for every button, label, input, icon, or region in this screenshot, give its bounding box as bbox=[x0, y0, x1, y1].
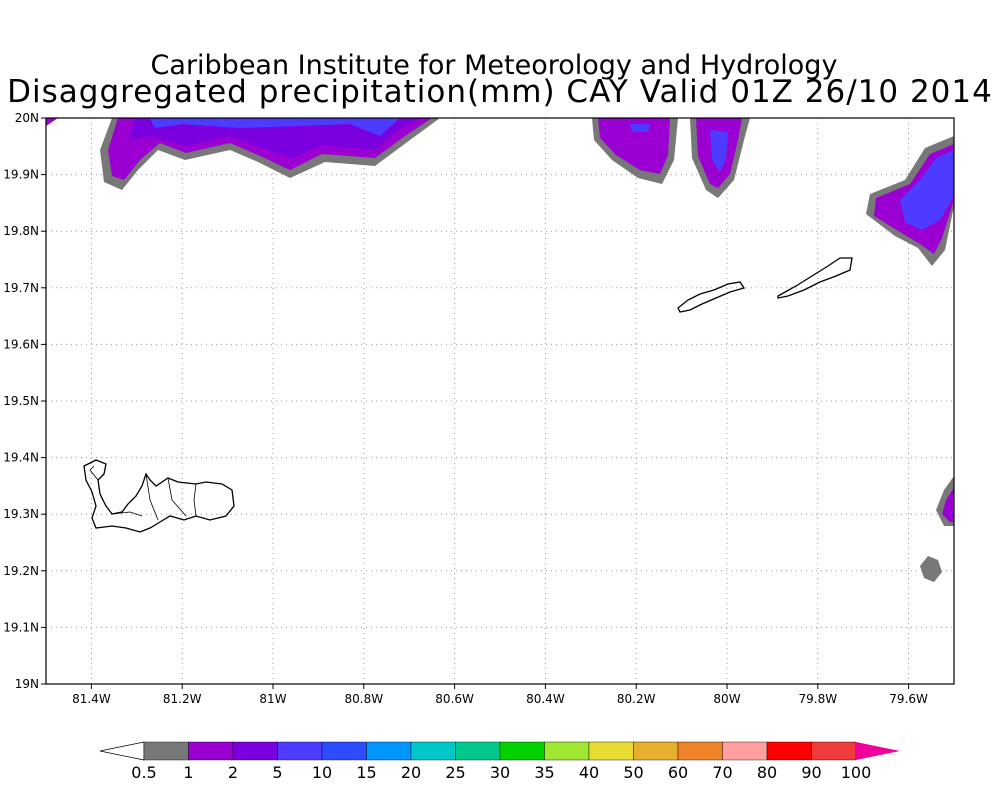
colorbar-label: 2 bbox=[228, 763, 238, 782]
lat-tick-label: 19.5N bbox=[3, 394, 39, 408]
island-cayman-brac bbox=[777, 257, 853, 299]
colorbar-swatch bbox=[143, 741, 189, 761]
lon-tick-label: 80.2W bbox=[617, 692, 656, 706]
colorbar-label: 5 bbox=[272, 763, 282, 782]
colorbar-swatch bbox=[232, 741, 278, 761]
lon-tick-label: 80.4W bbox=[526, 692, 565, 706]
colorbar-swatch bbox=[544, 741, 590, 761]
precip-5mm bbox=[630, 124, 650, 132]
colorbar-swatch bbox=[410, 741, 456, 761]
lon-tick-label: 80W bbox=[713, 692, 740, 706]
precip-5mm bbox=[900, 150, 954, 230]
axis-ticks: 81.4W 81.2W 81W 80.8W 80.6W 80.4W 80.2W 80W 79.8… bbox=[3, 111, 928, 706]
lon-tick-label: 81.4W bbox=[72, 692, 111, 706]
lon-tick-label: 79.8W bbox=[799, 692, 838, 706]
grand-cayman-districts bbox=[89, 465, 197, 521]
lat-tick-label: 19.3N bbox=[3, 507, 39, 521]
colorbar-swatch bbox=[499, 741, 545, 761]
lon-tick-label: 80.8W bbox=[345, 692, 384, 706]
colorbar-label: 70 bbox=[712, 763, 732, 782]
title-product: Disaggregated precipitation(mm) CAY Vali… bbox=[7, 74, 993, 110]
colorbar-swatch bbox=[722, 741, 768, 761]
colorbar-label: 50 bbox=[623, 763, 643, 782]
island-grand-cayman bbox=[83, 459, 235, 533]
colorbar-label: 20 bbox=[401, 763, 421, 782]
colorbar-swatch bbox=[677, 741, 723, 761]
lon-tick-label: 81.2W bbox=[163, 692, 202, 706]
precip-1mm bbox=[598, 118, 670, 174]
graticule bbox=[46, 117, 954, 685]
colorbar-swatch bbox=[277, 741, 323, 761]
colorbar-label: 0.5 bbox=[131, 763, 156, 782]
lon-tick-label: 80.6W bbox=[435, 692, 474, 706]
lat-tick-label: 19.7N bbox=[3, 281, 39, 295]
colorbar-label: 30 bbox=[490, 763, 510, 782]
colorbar-swatch bbox=[633, 741, 679, 761]
lat-tick-label: 19N bbox=[15, 677, 39, 691]
title-institute: Caribbean Institute for Meteorology and … bbox=[150, 50, 838, 81]
colorbar-label: 1 bbox=[183, 763, 193, 782]
precip-gray-spot bbox=[920, 556, 942, 582]
precip-1mm bbox=[942, 488, 954, 522]
precipitation-fields bbox=[46, 118, 954, 582]
colorbar-high-triangle bbox=[856, 742, 900, 760]
colorbar-label: 10 bbox=[312, 763, 332, 782]
colorbar: 0.5 1 2 5 10 15 20 25 30 35 40 50 60 70 80 90 100 bbox=[99, 741, 900, 782]
colorbar-swatch bbox=[588, 741, 634, 761]
colorbar-low-triangle bbox=[99, 741, 145, 761]
lat-tick-label: 19.1N bbox=[3, 620, 39, 634]
colorbar-label: 100 bbox=[841, 763, 872, 782]
lon-tick-label: 81W bbox=[259, 692, 286, 706]
colorbar-swatch bbox=[811, 741, 857, 761]
colorbar-label: 25 bbox=[445, 763, 465, 782]
lon-tick-label: 79.6W bbox=[889, 692, 928, 706]
island-little-cayman bbox=[677, 281, 746, 313]
colorbar-swatch bbox=[321, 741, 367, 761]
precip-2mm bbox=[130, 118, 420, 158]
lat-tick-label: 19.8N bbox=[3, 224, 39, 238]
colorbar-swatch bbox=[455, 741, 501, 761]
colorbar-swatch bbox=[188, 741, 234, 761]
islands bbox=[83, 257, 853, 533]
colorbar-label: 35 bbox=[534, 763, 554, 782]
colorbar-label: 90 bbox=[801, 763, 821, 782]
lat-tick-label: 19.2N bbox=[3, 564, 39, 578]
precip-5mm bbox=[710, 130, 728, 172]
precip-5mm bbox=[150, 118, 400, 136]
lat-tick-label: 19.4N bbox=[3, 451, 39, 465]
lat-tick-label: 19.6N bbox=[3, 337, 39, 351]
precip-edge-left bbox=[46, 118, 58, 126]
map-frame bbox=[45, 117, 955, 685]
colorbar-label: 80 bbox=[757, 763, 777, 782]
colorbar-swatch bbox=[766, 741, 812, 761]
colorbar-label: 15 bbox=[356, 763, 376, 782]
colorbar-swatch bbox=[366, 741, 412, 761]
colorbar-label: 60 bbox=[668, 763, 688, 782]
colorbar-label: 40 bbox=[579, 763, 599, 782]
lat-tick-label: 20N bbox=[15, 111, 39, 125]
lat-tick-label: 19.9N bbox=[3, 168, 39, 182]
